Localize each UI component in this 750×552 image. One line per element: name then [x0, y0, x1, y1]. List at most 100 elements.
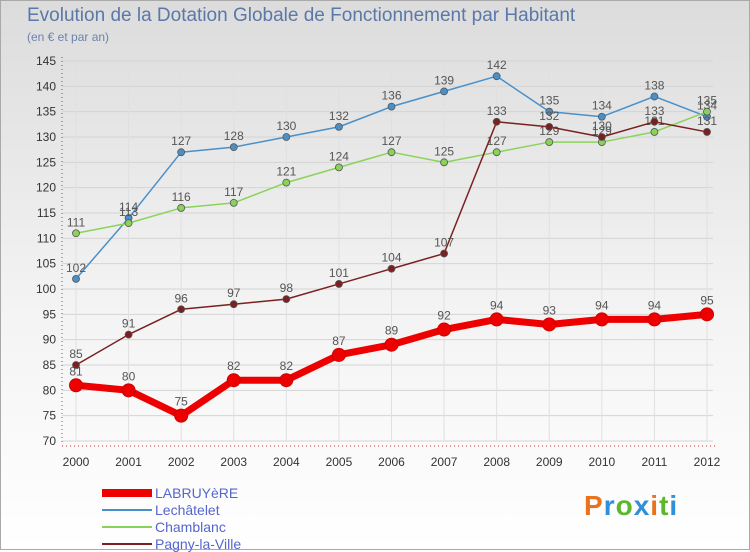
data-point	[282, 133, 291, 141]
logo-letter: x	[633, 490, 651, 521]
logo-letter: i	[650, 490, 660, 521]
data-label: 127	[171, 134, 191, 148]
legend-swatch	[102, 543, 152, 545]
x-tick-label: 2000	[63, 455, 90, 469]
data-point	[331, 347, 346, 362]
data-label: 94	[490, 298, 504, 312]
data-point	[700, 307, 714, 322]
logo-letter: t	[659, 490, 670, 521]
data-point	[703, 128, 711, 136]
y-tick-label: 140	[36, 79, 56, 93]
data-label: 128	[224, 129, 244, 143]
data-label: 138	[644, 78, 664, 92]
data-point	[489, 312, 504, 327]
data-label: 127	[487, 134, 507, 148]
x-tick-label: 2005	[326, 455, 353, 469]
data-label: 117	[224, 185, 243, 199]
y-tick-label: 70	[43, 434, 57, 448]
data-label: 142	[487, 58, 507, 72]
y-tick-label: 145	[36, 54, 56, 68]
logo-letter: P	[584, 490, 604, 521]
data-point	[597, 112, 606, 121]
data-point	[492, 148, 501, 157]
data-point	[387, 264, 396, 273]
chart-title: Evolution de la Dotation Globale de Fonc…	[27, 5, 576, 26]
y-tick-label: 110	[37, 231, 56, 245]
y-tick-label: 135	[36, 105, 56, 119]
data-point	[226, 373, 241, 388]
data-label: 131	[697, 114, 717, 128]
data-label: 129	[592, 124, 612, 138]
data-point	[229, 143, 238, 152]
data-label: 132	[539, 109, 559, 123]
data-point	[174, 408, 189, 423]
proxiti-logo: Proxiti	[584, 490, 678, 522]
data-point	[121, 383, 136, 398]
data-point	[594, 312, 609, 327]
data-point	[387, 102, 396, 111]
data-point	[542, 317, 557, 332]
data-point	[177, 148, 186, 157]
y-tick-label: 105	[36, 257, 56, 271]
data-point	[440, 87, 448, 96]
data-point	[492, 117, 501, 126]
data-label: 97	[227, 286, 241, 300]
data-point	[492, 72, 501, 81]
data-label: 124	[329, 149, 349, 163]
data-label: 121	[276, 165, 296, 179]
data-point	[229, 198, 238, 207]
data-point	[647, 312, 662, 327]
legend-label: LABRUYèRE	[155, 485, 239, 501]
data-label: 101	[329, 266, 349, 280]
data-point	[335, 163, 343, 172]
data-label: 111	[67, 215, 86, 229]
data-point	[72, 361, 80, 369]
legend-swatch	[102, 509, 152, 511]
data-point	[545, 138, 554, 146]
data-label: 75	[174, 395, 188, 409]
logo-letter: o	[615, 490, 634, 521]
data-label: 80	[122, 369, 136, 383]
x-tick-label: 2010	[588, 455, 615, 469]
x-tick-label: 2002	[168, 455, 195, 469]
data-label: 107	[434, 236, 454, 250]
data-point	[335, 280, 343, 288]
data-point	[440, 158, 448, 167]
data-point	[229, 300, 238, 309]
y-tick-label: 75	[43, 409, 57, 423]
data-point	[650, 128, 659, 136]
data-label: 98	[280, 281, 294, 295]
data-label: 135	[539, 94, 559, 108]
data-label: 114	[119, 200, 138, 214]
data-label: 139	[434, 73, 454, 87]
x-tick-label: 2001	[115, 455, 142, 469]
y-tick-label: 115	[37, 206, 56, 220]
y-tick-label: 90	[43, 333, 57, 347]
data-label: 95	[700, 293, 714, 307]
legend-label: Lechâtelet	[155, 502, 220, 518]
data-point	[703, 107, 711, 116]
data-label: 94	[648, 298, 662, 312]
data-label: 89	[385, 324, 399, 338]
data-point	[279, 373, 294, 388]
data-label: 133	[644, 104, 664, 118]
data-label: 93	[543, 303, 557, 317]
data-label: 81	[69, 364, 83, 378]
data-point	[545, 107, 554, 116]
data-point	[282, 178, 291, 187]
data-label: 87	[332, 334, 346, 348]
data-label: 92	[437, 309, 451, 323]
data-point	[650, 92, 659, 101]
x-tick-label: 2006	[378, 455, 405, 469]
data-point	[282, 295, 291, 304]
data-label: 96	[174, 291, 188, 305]
data-point	[124, 219, 133, 228]
data-point	[335, 122, 343, 131]
x-tick-label: 2004	[273, 455, 300, 469]
data-label: 133	[487, 104, 507, 118]
y-tick-label: 130	[36, 130, 56, 144]
data-label: 135	[697, 94, 717, 108]
x-tick-label: 2003	[220, 455, 247, 469]
data-point	[597, 133, 606, 141]
